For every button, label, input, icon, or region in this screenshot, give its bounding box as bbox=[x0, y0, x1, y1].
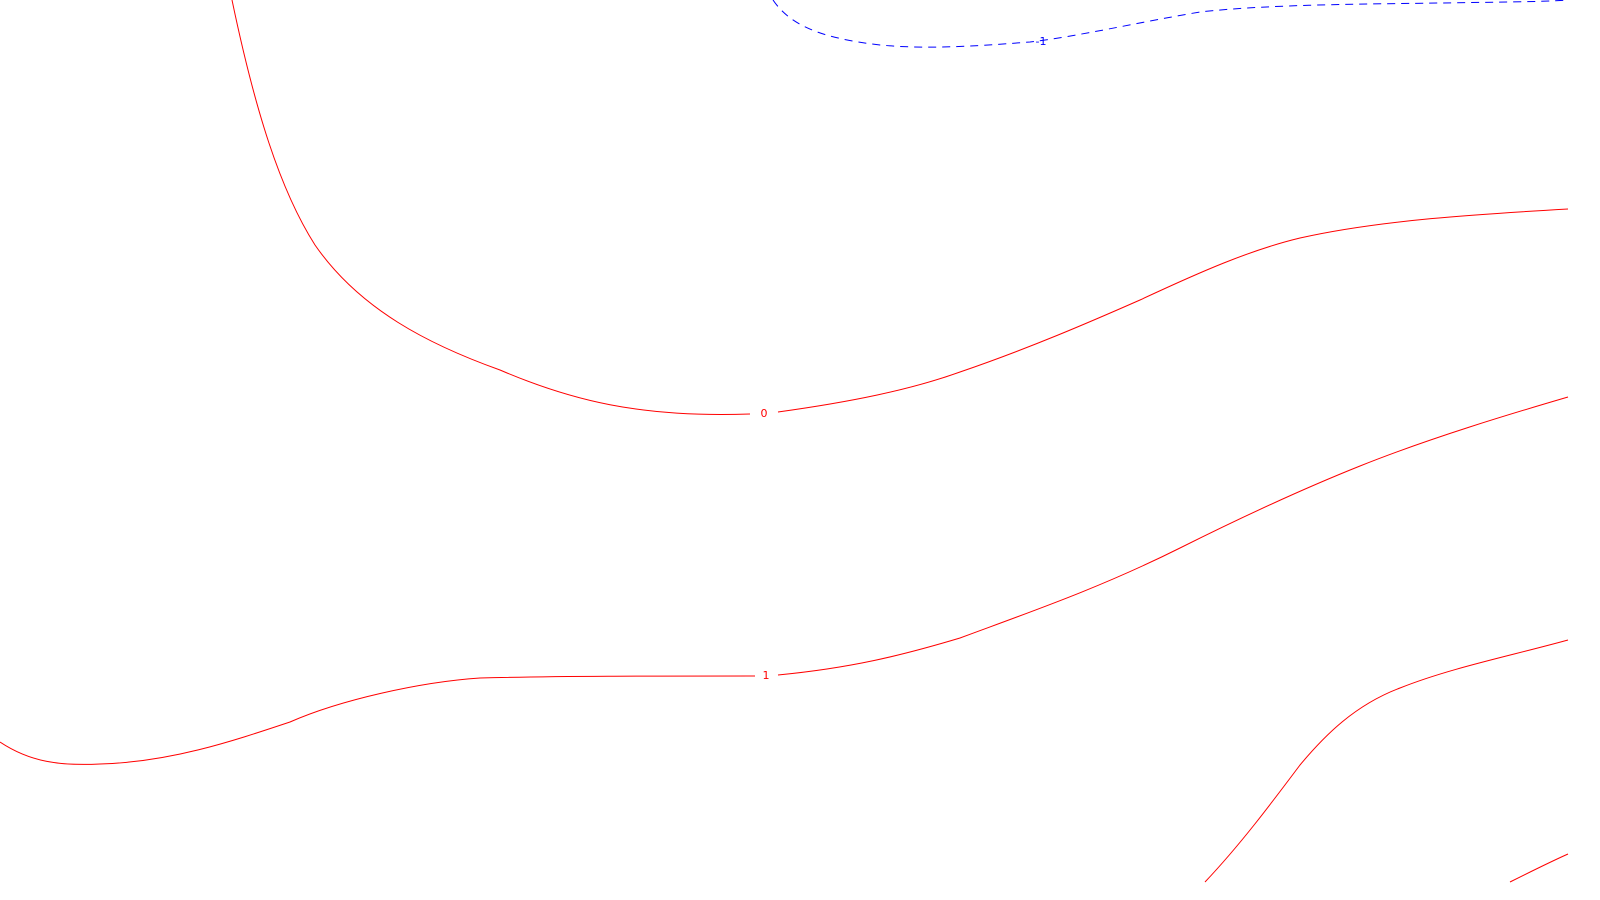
contour-0-label: 0 bbox=[761, 407, 768, 420]
contour-neg1-dashed-label: -1 bbox=[1036, 35, 1047, 48]
contour-1-line bbox=[0, 396, 1569, 765]
contour-neg1-dashed-line bbox=[772, 0, 1569, 48]
contour-0-line bbox=[231, 0, 1569, 416]
contour-unlabeled-a-line bbox=[1204, 639, 1569, 883]
contour-1-label: 1 bbox=[763, 669, 770, 682]
contour-unlabeled-b-line bbox=[1509, 853, 1569, 883]
